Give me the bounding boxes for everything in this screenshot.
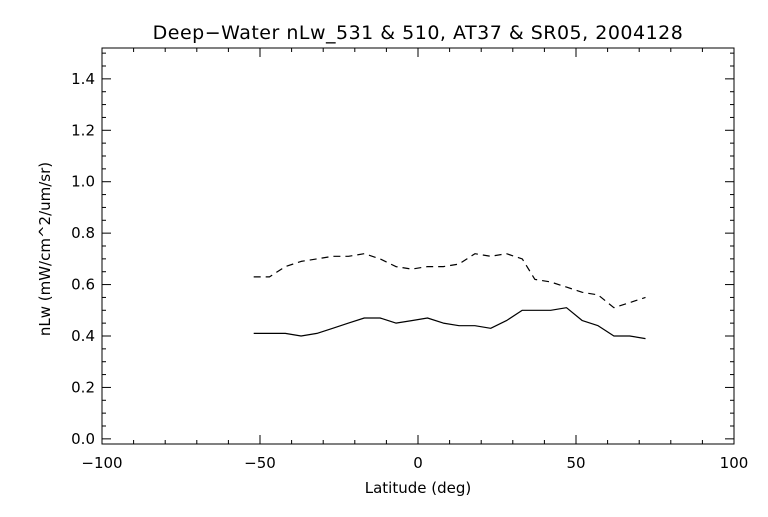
y-tick-label: 0.0 [71, 430, 95, 448]
plot-frame [101, 47, 735, 445]
x-tick-label: 100 [720, 454, 749, 472]
x-axis-label: Latitude (deg) [365, 479, 471, 497]
y-tick-label: 0.4 [71, 327, 95, 345]
y-tick-label: 1.4 [71, 70, 95, 88]
y-tick-label: 1.2 [71, 121, 95, 139]
x-tick-label: 0 [413, 454, 423, 472]
series-line-dashed [253, 253, 646, 309]
y-tick-label: 1.0 [71, 173, 95, 191]
axes: −100 −50 0 50 100 0.0 0.2 0.4 0.6 0.8 1.0 1.2 1.4 [71, 47, 749, 472]
y-tick-label: 0.8 [71, 224, 95, 242]
x-tick-label: 50 [566, 454, 585, 472]
chart-title: Deep−Water nLw_531 & 510, AT37 & SR05, 2… [153, 22, 684, 44]
y-tick-label: 0.6 [71, 276, 95, 294]
data-series [253, 253, 646, 340]
x-tick-label: −100 [81, 454, 122, 472]
x-tick-label: −50 [244, 454, 276, 472]
y-axis-label: nLw (mW/cm^2/um/sr) [36, 162, 54, 336]
y-tick-label: 0.2 [71, 378, 95, 396]
series-line-solid [253, 307, 646, 340]
